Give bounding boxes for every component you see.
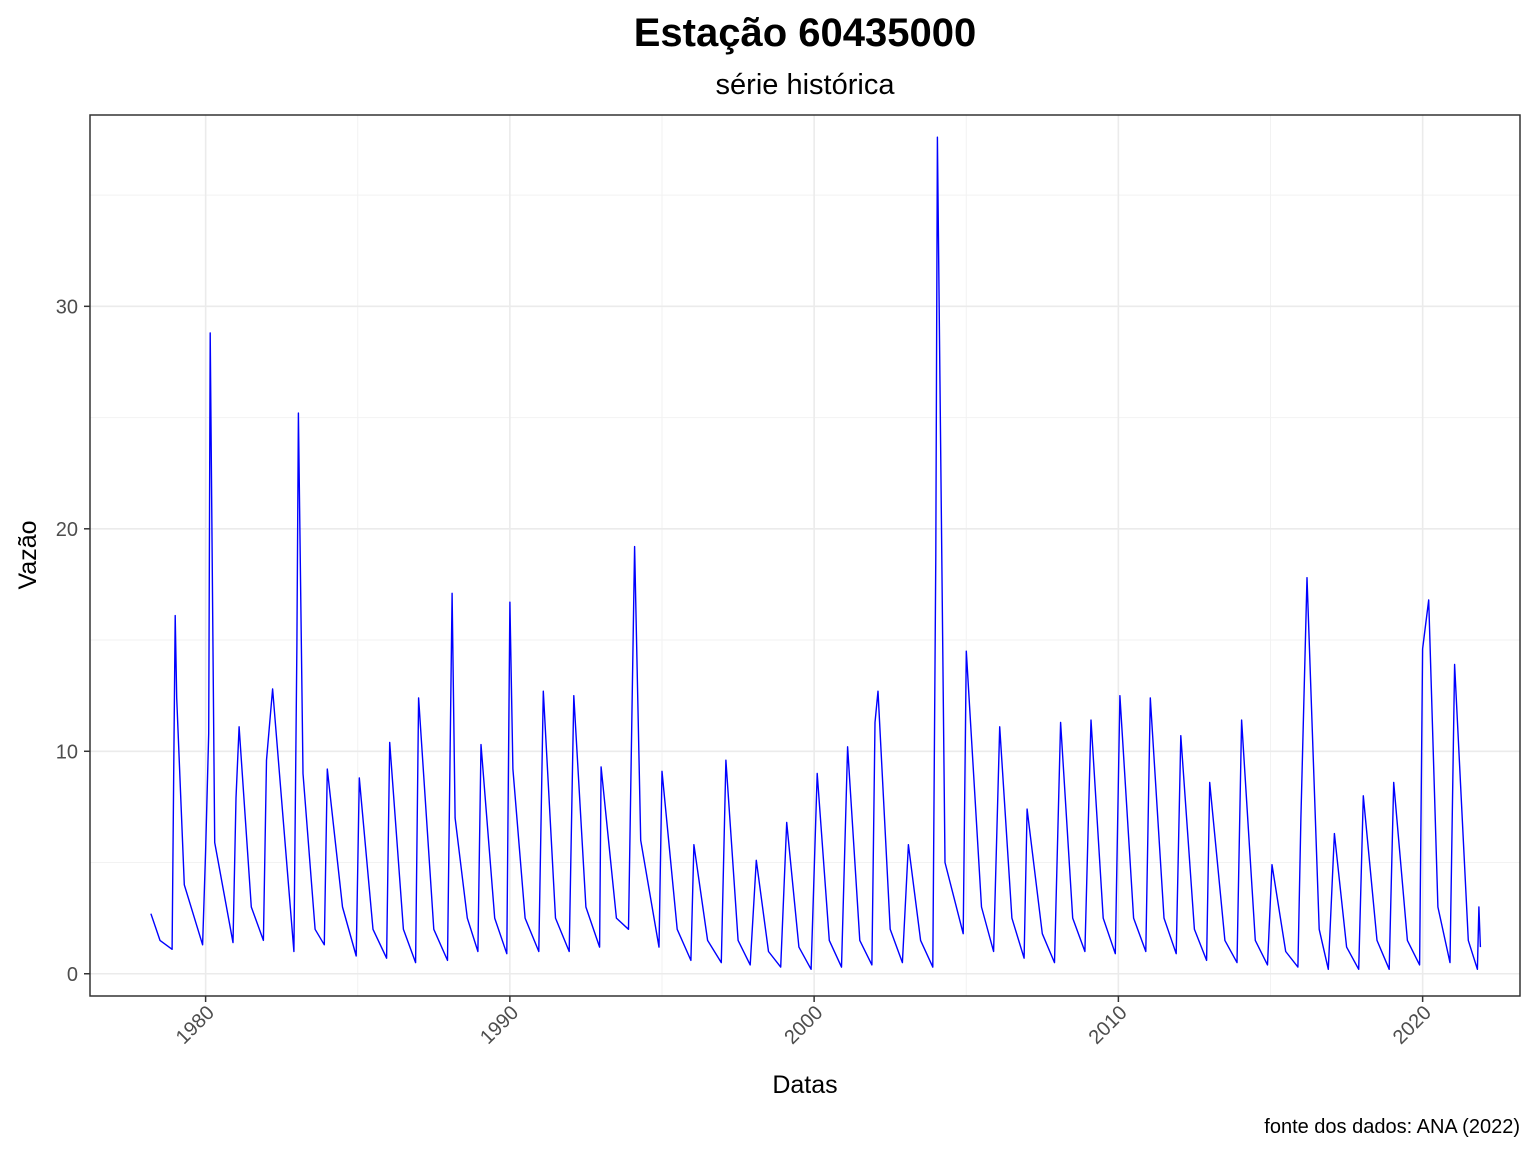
y-tick-label: 20 [56,519,78,541]
x-axis-title: Datas [772,1071,837,1099]
y-tick-label: 30 [56,296,78,318]
plot-panel [90,115,1520,996]
y-tick-label: 0 [67,964,78,986]
chart-title: Estação 60435000 [634,11,977,55]
grid-lines [90,115,1520,996]
series-line [150,136,1482,970]
caption: fonte dos dados: ANA (2022) [1264,1116,1520,1138]
series-layer [150,136,1482,970]
y-axis: 0 10 20 30 [56,296,90,986]
chart-subtitle: série histórica [716,69,896,101]
plot-border [89,114,1521,997]
y-axis-title: Vazão [14,520,42,589]
y-tick-label: 10 [56,741,78,763]
